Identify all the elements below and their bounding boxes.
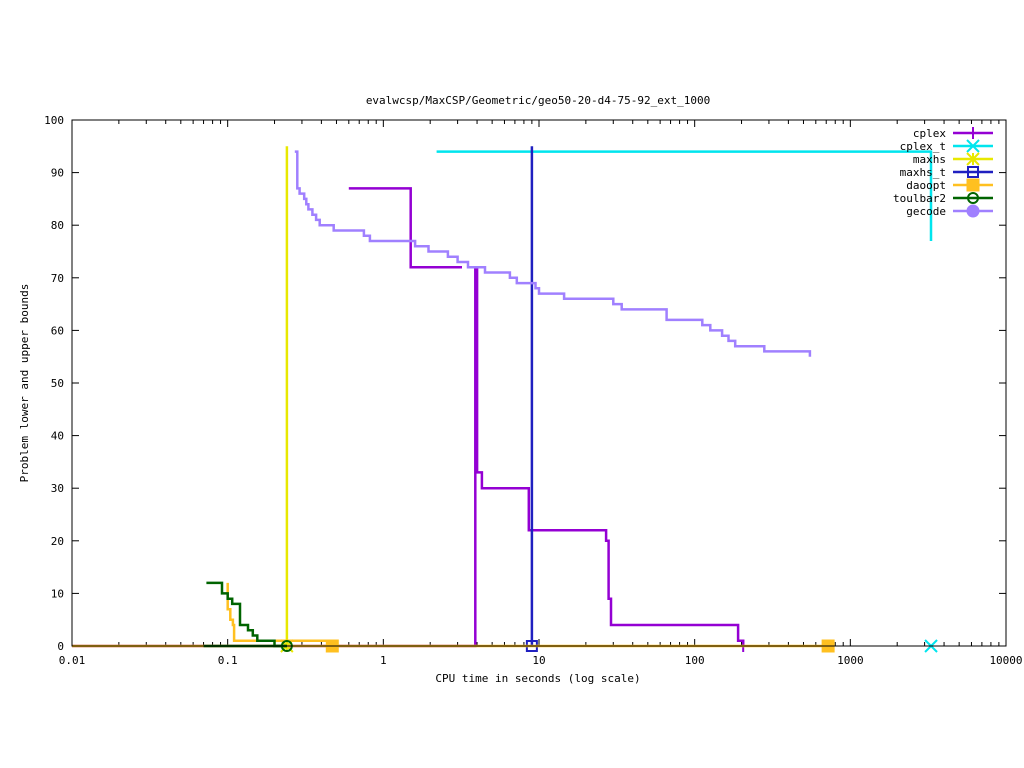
- legend-marker: [966, 152, 980, 166]
- x-tick-label: 10000: [989, 654, 1022, 667]
- x-tick-label: 1000: [837, 654, 864, 667]
- legend-marker: [967, 127, 979, 139]
- y-tick-label: 0: [57, 640, 64, 653]
- x-tick-label: 10: [532, 654, 545, 667]
- series-gecode: [294, 150, 812, 357]
- plot-frame: [71, 119, 1007, 647]
- x-tick-label: 0.1: [218, 654, 238, 667]
- legend-label: maxhs_t: [900, 166, 946, 179]
- legend-marker: [967, 166, 979, 178]
- chart-title: evalwcsp/MaxCSP/Geometric/geo50-20-d4-75…: [366, 94, 710, 107]
- y-tick-label: 90: [51, 167, 64, 180]
- legend-label: toulbar2: [893, 192, 946, 205]
- legend-marker: [966, 204, 980, 218]
- y-tick-label: 60: [51, 324, 64, 337]
- y-tick-label: 50: [51, 377, 64, 390]
- legend-label: gecode: [906, 205, 946, 218]
- legend: cplexcplex_tmaxhsmaxhs_tdaoopttoulbar2ge…: [893, 127, 993, 218]
- series-line: [226, 582, 334, 646]
- y-axis-label: Problem lower and upper bounds: [18, 284, 31, 483]
- legend-label: cplex_t: [900, 140, 946, 153]
- legend-label: cplex: [913, 127, 946, 140]
- series-line: [294, 150, 812, 357]
- y-tick-label: 70: [51, 272, 64, 285]
- x-tick-label: 0.01: [59, 654, 86, 667]
- legend-marker: [967, 192, 979, 204]
- series-line: [348, 187, 462, 269]
- series-line: [436, 150, 933, 241]
- y-tick-label: 40: [51, 430, 64, 443]
- axis-ticks: 0.01 0.1 1 10 100 1000 10000 0 10 20 30 40 50 60 70 80 9…: [44, 114, 1022, 667]
- legend-label: maxhs: [913, 153, 946, 166]
- y-tick-label: 80: [51, 219, 64, 232]
- y-tick-label: 10: [51, 587, 64, 600]
- x-axis-label: CPU time in seconds (log scale): [435, 672, 640, 685]
- series-line: [206, 581, 287, 648]
- legend-marker: [966, 178, 980, 192]
- x-tick-label: 100: [685, 654, 705, 667]
- y-tick-label: 100: [44, 114, 64, 127]
- legend-label: daoopt: [906, 179, 946, 192]
- legend-marker: [966, 139, 980, 153]
- x-tick-label: 1: [380, 654, 387, 667]
- y-tick-label: 30: [51, 482, 64, 495]
- y-tick-label: 20: [51, 535, 64, 548]
